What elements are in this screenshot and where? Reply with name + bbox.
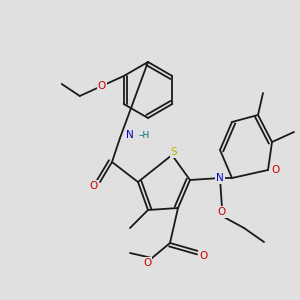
Text: O: O [143, 258, 151, 268]
Text: N: N [216, 173, 224, 183]
Text: O: O [90, 181, 98, 191]
Text: N: N [126, 130, 134, 140]
Text: –H: –H [138, 130, 150, 140]
Text: O: O [199, 251, 207, 261]
Text: S: S [171, 147, 177, 157]
Text: O: O [272, 165, 280, 175]
Text: O: O [218, 207, 226, 217]
Text: O: O [98, 81, 106, 91]
